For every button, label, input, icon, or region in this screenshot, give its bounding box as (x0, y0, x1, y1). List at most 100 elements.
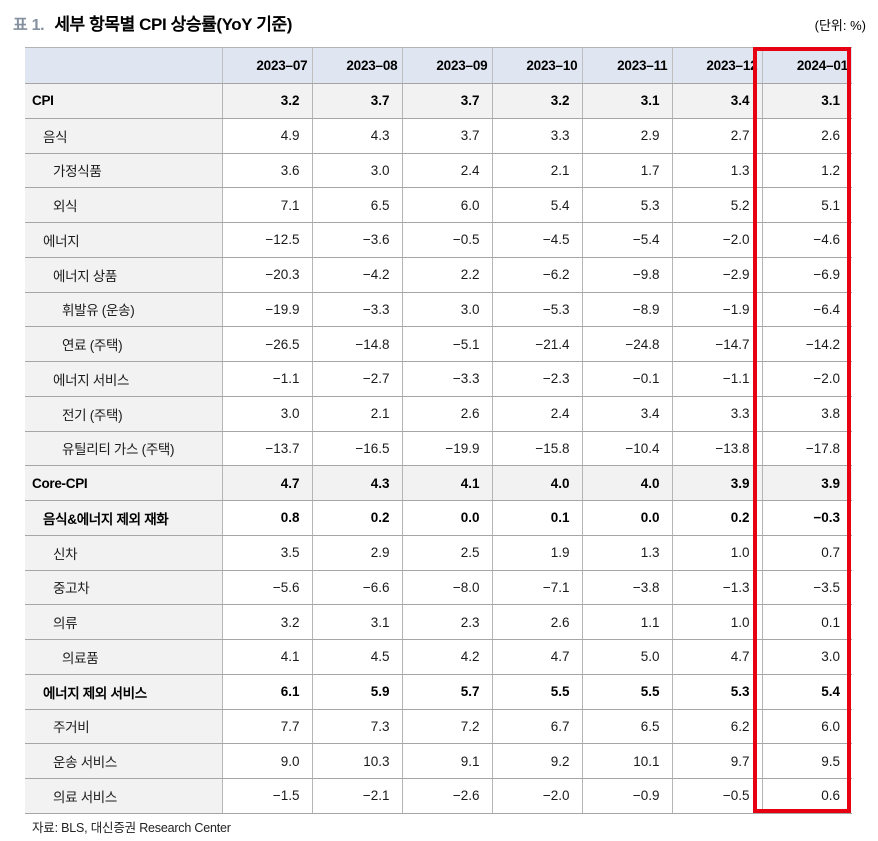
value-cell: 10.1 (581, 743, 672, 779)
value-cell: 3.2 (221, 83, 312, 119)
value-cell: −5.3 (491, 292, 582, 328)
row-label-cell: 휘발유 (운송) (25, 292, 222, 328)
table-row: 휘발유 (운송) −19.9 −3.3 3.0 −5.3 −8.9 −1.9 −6.4 (25, 292, 852, 328)
value-cell: 3.3 (671, 396, 762, 432)
value-cell: −5.4 (581, 222, 672, 258)
value-cell: 3.0 (221, 396, 312, 432)
value-cell: −8.9 (581, 292, 672, 328)
value-cell: −2.9 (671, 257, 762, 293)
value-cell: 0.7 (761, 535, 852, 571)
value-cell: 1.9 (491, 535, 582, 571)
value-cell: 3.0 (761, 639, 852, 675)
table-row: 운송 서비스 9.0 10.3 9.1 9.2 10.1 9.7 9.5 (25, 743, 852, 779)
table-title: 세부 항목별 CPI 상승률(YoY 기준) (54, 15, 292, 34)
value-cell: 4.9 (221, 118, 312, 154)
value-cell: −14.2 (761, 326, 852, 362)
table-row: Core-CPI 4.7 4.3 4.1 4.0 4.0 3.9 3.9 (25, 465, 852, 501)
row-label-cell: 음식 (25, 118, 222, 154)
value-cell: 4.3 (311, 465, 402, 501)
column-header-2023-11: 2023–11 (581, 47, 672, 84)
value-cell: 0.0 (401, 500, 492, 536)
value-cell: −6.6 (311, 570, 402, 606)
value-cell: 5.4 (491, 187, 582, 223)
source-note: 자료: BLS, 대신증권 Research Center (32, 821, 231, 835)
value-cell: −6.2 (491, 257, 582, 293)
value-cell: −24.8 (581, 326, 672, 362)
value-cell: 1.1 (581, 604, 672, 640)
value-cell: 0.6 (761, 778, 852, 814)
row-label-cell: CPI (25, 83, 222, 119)
table-row: 에너지 상품 −20.3 −4.2 2.2 −6.2 −9.8 −2.9 −6.9 (25, 257, 852, 293)
column-header-2023-10: 2023–10 (491, 47, 582, 84)
value-cell: 2.5 (401, 535, 492, 571)
table-row: 연료 (주택) −26.5 −14.8 −5.1 −21.4 −24.8 −14.7 −14.… (25, 326, 852, 362)
row-label-cell: 운송 서비스 (25, 743, 222, 779)
table-row: 에너지 −12.5 −3.6 −0.5 −4.5 −5.4 −2.0 −4.6 (25, 222, 852, 258)
table-number-label: 표 1. (13, 17, 45, 34)
value-cell: 5.5 (581, 674, 672, 710)
value-cell: 9.7 (671, 743, 762, 779)
value-cell: 4.1 (221, 639, 312, 675)
table-row: 유틸리티 가스 (주택) −13.7 −16.5 −19.9 −15.8 −10.4 −13… (25, 431, 852, 467)
value-cell: 6.5 (581, 709, 672, 745)
column-header-2023-07: 2023–07 (221, 47, 312, 84)
row-label-cell: Core-CPI (25, 465, 222, 501)
value-cell: −15.8 (491, 431, 582, 467)
value-cell: −5.6 (221, 570, 312, 606)
value-cell: −0.1 (581, 361, 672, 397)
row-label-cell: 의류 (25, 604, 222, 640)
table-header: 2023–07 2023–08 2023–09 2023–10 2023–11 2023–… (25, 47, 852, 84)
value-cell: 2.6 (491, 604, 582, 640)
value-cell: 3.2 (491, 83, 582, 119)
value-cell: 3.8 (761, 396, 852, 432)
value-cell: 2.3 (401, 604, 492, 640)
value-cell: 4.5 (311, 639, 402, 675)
value-cell: 4.0 (581, 465, 672, 501)
value-cell: 6.5 (311, 187, 402, 223)
unit-label: (단위: %) (814, 18, 866, 33)
value-cell: 4.7 (221, 465, 312, 501)
table-row: 음식&에너지 제외 재화 0.8 0.2 0.0 0.1 0.0 0.2 −0.3 (25, 500, 852, 536)
row-label-cell: 외식 (25, 187, 222, 223)
value-cell: 9.2 (491, 743, 582, 779)
row-label-cell: 가정식품 (25, 153, 222, 189)
table-row: 음식 4.9 4.3 3.7 3.3 2.9 2.7 2.6 (25, 118, 852, 154)
value-cell: −3.5 (761, 570, 852, 606)
column-header-2024-01: 2024–01 (761, 47, 852, 84)
table-row: 의류 3.2 3.1 2.3 2.6 1.1 1.0 0.1 (25, 604, 852, 640)
value-cell: 2.6 (761, 118, 852, 154)
value-cell: −8.0 (401, 570, 492, 606)
value-cell: −0.5 (401, 222, 492, 258)
value-cell: 0.8 (221, 500, 312, 536)
value-cell: −1.1 (671, 361, 762, 397)
value-cell: −4.2 (311, 257, 402, 293)
value-cell: 6.7 (491, 709, 582, 745)
value-cell: 1.3 (581, 535, 672, 571)
value-cell: 0.2 (311, 500, 402, 536)
row-label-cell: 음식&에너지 제외 재화 (25, 500, 222, 536)
value-cell: −5.1 (401, 326, 492, 362)
value-cell: 1.7 (581, 153, 672, 189)
value-cell: −7.1 (491, 570, 582, 606)
value-cell: 1.3 (671, 153, 762, 189)
column-header-2023-12: 2023–12 (671, 47, 762, 84)
value-cell: −0.5 (671, 778, 762, 814)
value-cell: 2.6 (401, 396, 492, 432)
row-label-cell: 유틸리티 가스 (주택) (25, 431, 222, 467)
value-cell: 4.0 (491, 465, 582, 501)
value-cell: 3.5 (221, 535, 312, 571)
value-cell: −17.8 (761, 431, 852, 467)
row-label-cell: 신차 (25, 535, 222, 571)
value-cell: 3.0 (311, 153, 402, 189)
value-cell: −20.3 (221, 257, 312, 293)
value-cell: 1.2 (761, 153, 852, 189)
value-cell: −0.9 (581, 778, 672, 814)
value-cell: 9.0 (221, 743, 312, 779)
value-cell: 6.1 (221, 674, 312, 710)
value-cell: 5.2 (671, 187, 762, 223)
value-cell: −2.0 (671, 222, 762, 258)
value-cell: 4.2 (401, 639, 492, 675)
corner-header-cell (25, 47, 222, 84)
value-cell: −6.4 (761, 292, 852, 328)
